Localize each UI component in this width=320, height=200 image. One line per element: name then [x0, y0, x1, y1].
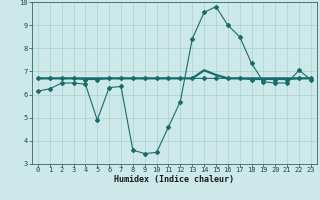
X-axis label: Humidex (Indice chaleur): Humidex (Indice chaleur) [115, 175, 234, 184]
